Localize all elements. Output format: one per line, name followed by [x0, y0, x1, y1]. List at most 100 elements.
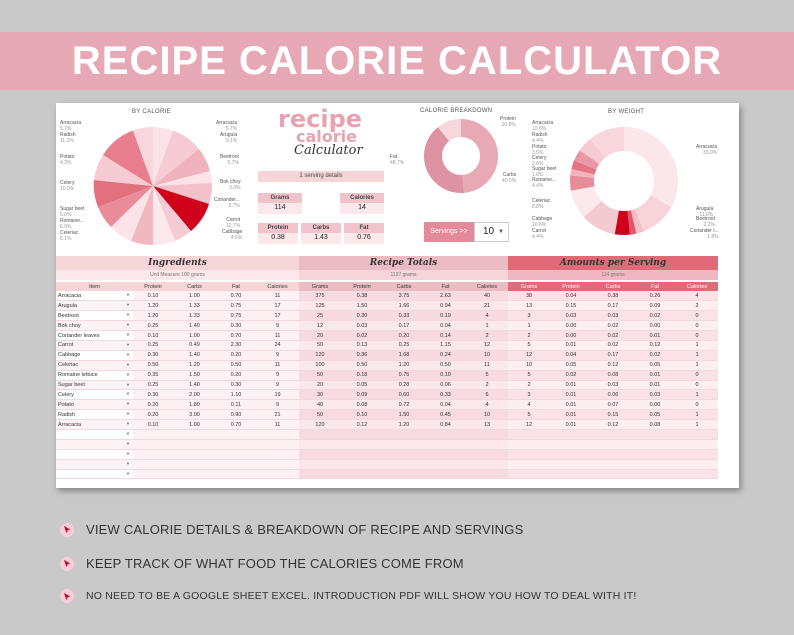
table-cell: 12: [299, 320, 341, 332]
table-cell: 4: [466, 399, 508, 411]
table-cell: 3.00: [173, 409, 216, 421]
table-cell[interactable]: Celeriac ▼: [56, 360, 133, 371]
column-header: Protein: [562, 283, 580, 290]
table-cell: 0.30: [341, 310, 383, 322]
table-cell: 1.33: [173, 310, 216, 322]
table-cell[interactable]: Beetroot ▼: [56, 310, 133, 322]
dropdown-caret-icon[interactable]: ▼: [126, 401, 130, 407]
dropdown-caret-icon[interactable]: ▼: [126, 391, 130, 397]
table-row: 125 1.50 1.66 0.94 21: [299, 300, 508, 312]
table-cell[interactable]: Romaine lettuce ▼: [56, 370, 133, 381]
dropdown-caret-icon[interactable]: ▼: [126, 292, 130, 297]
table-cell: 11: [256, 419, 299, 430]
column-header: Carbs: [605, 283, 621, 290]
table-cell[interactable]: ▼: [56, 429, 133, 440]
table-cell: 0.75: [216, 300, 256, 312]
column-header: Fat: [651, 283, 659, 290]
donut-label: Celery 2.6%: [532, 155, 547, 167]
table-cell[interactable]: Bok choy ▼: [56, 320, 133, 332]
table-cell[interactable]: Celery ▼: [56, 389, 133, 401]
table-cell: [466, 439, 508, 450]
table-row: 120 0.12 1.20 0.84 13: [299, 419, 508, 430]
table-cell: 9: [256, 370, 299, 381]
table-row: Arracacia ▼ 0.10 1.00 0.70 11: [56, 291, 299, 302]
table-cell: 40: [466, 291, 508, 302]
table-cell: 21: [466, 300, 508, 312]
table-cell[interactable]: Sugar beet ▼: [56, 380, 133, 391]
table-cell[interactable]: Coriander leaves ▼: [56, 330, 133, 341]
table-cell: [341, 469, 383, 480]
table-cell: 0.20: [216, 350, 256, 361]
table-cell[interactable]: Arracacia ▼: [56, 291, 133, 302]
table-cell[interactable]: ▼: [56, 439, 133, 450]
dropdown-caret-icon[interactable]: ▼: [126, 430, 130, 436]
table-row: ▼: [56, 429, 299, 440]
table-row: 375 0.38 3.75 2.63 40: [299, 291, 508, 302]
dropdown-caret-icon[interactable]: ▼: [126, 302, 130, 308]
cursor-arrow-icon: [60, 556, 74, 571]
table-cell: 0.02: [341, 330, 383, 341]
table-cell: 1.20: [383, 419, 425, 430]
table-cell: 0.25: [133, 380, 173, 391]
dropdown-caret-icon[interactable]: ▼: [126, 312, 130, 318]
table-cell: [425, 449, 466, 460]
table-cell: 0: [676, 310, 718, 322]
table-row: 50 0.10 1.50 0.45 10: [299, 409, 508, 421]
table-cell: [425, 459, 466, 470]
table-cell[interactable]: Arracacia ▼: [56, 419, 133, 430]
pie-label: Bok choy 3.0%: [220, 179, 241, 191]
dropdown-caret-icon[interactable]: ▼: [126, 371, 130, 377]
table-cell: 0: [676, 330, 718, 341]
table-cell: 0.06: [592, 389, 634, 401]
feature-item: KEEP TRACK OF WHAT FOOD THE CALORIES COM…: [60, 556, 760, 571]
table-cell: 0.01: [550, 380, 592, 391]
table-row: 100 0.50 1.20 0.50 11: [299, 360, 508, 371]
table-cell: 0.20: [133, 399, 173, 411]
table-cell: [466, 429, 508, 440]
table-cell[interactable]: ▼: [56, 469, 133, 480]
dropdown-caret-icon[interactable]: ▼: [126, 411, 130, 417]
table-cell: 120: [299, 350, 341, 361]
table-cell: 1.68: [383, 350, 425, 361]
table-row: ▼: [56, 449, 299, 460]
table-cell: 0.10: [341, 409, 383, 421]
dropdown-caret-icon[interactable]: ▼: [126, 341, 130, 347]
table-cell: 0.25: [133, 340, 173, 351]
dropdown-caret-icon[interactable]: ▼: [126, 351, 130, 357]
table-cell: 20: [299, 380, 341, 391]
table-cell: 1.50: [341, 300, 383, 312]
table-cell: [425, 469, 466, 480]
servings-select[interactable]: 10 ▼: [474, 222, 509, 242]
table-cell[interactable]: Cabbage ▼: [56, 350, 133, 361]
dropdown-caret-icon[interactable]: ▼: [126, 470, 130, 476]
table-cell[interactable]: Arugula ▼: [56, 300, 133, 312]
table-cell[interactable]: Radish ▼: [56, 409, 133, 421]
table-cell: [634, 449, 676, 460]
table-cell[interactable]: Potato ▼: [56, 399, 133, 411]
table-cell[interactable]: ▼: [56, 449, 133, 460]
dropdown-caret-icon[interactable]: ▼: [126, 381, 130, 387]
dropdown-caret-icon[interactable]: ▼: [126, 361, 130, 367]
table-cell: 10: [466, 350, 508, 361]
table-cell: [466, 469, 508, 480]
table-row: 5 0.01 0.15 0.05 1: [508, 409, 718, 421]
fat-value: 0.76: [344, 233, 384, 244]
table-cell: 13: [466, 419, 508, 430]
table-row: [508, 429, 718, 440]
table-cell: 0.50: [216, 360, 256, 371]
column-header: Calories: [686, 283, 708, 290]
item-name: Arracacia: [58, 292, 82, 299]
table-row: [508, 469, 718, 480]
table-cell[interactable]: Carrot ▼: [56, 340, 133, 351]
table-cell: 0.08: [341, 399, 383, 411]
dropdown-caret-icon[interactable]: ▼: [126, 450, 130, 456]
table-row: 40 0.08 0.72 0.04 4: [299, 399, 508, 411]
dropdown-caret-icon[interactable]: ▼: [126, 421, 130, 427]
table-cell: [508, 449, 550, 460]
dropdown-caret-icon[interactable]: ▼: [126, 440, 130, 446]
table-cell: [466, 449, 508, 460]
dropdown-caret-icon[interactable]: ▼: [126, 460, 130, 466]
table-cell[interactable]: ▼: [56, 459, 133, 470]
dropdown-caret-icon[interactable]: ▼: [126, 322, 130, 328]
dropdown-caret-icon[interactable]: ▼: [126, 332, 130, 338]
